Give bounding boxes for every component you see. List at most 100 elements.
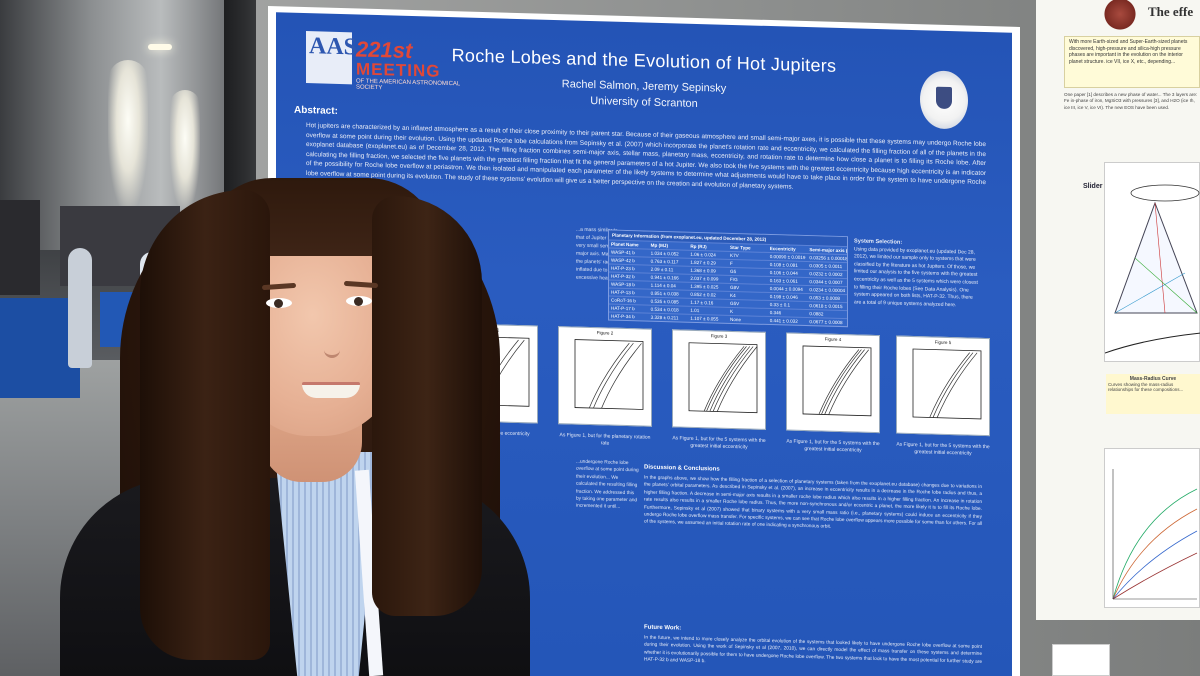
figure-curve [706,346,747,412]
table-body: WASP-41 b 1.034 ± 0.052 1.06 ± 0.024 K7V 0.0… [609,247,848,327]
table-cell: HAT-P-32 b [611,273,635,280]
abstract-text: Hot jupiters are characterized by an inf… [306,122,986,191]
figure-title: Figure 4 [824,336,842,343]
table-cell: 2.037 ± 0.099 [690,275,719,282]
mass-radius-text: Curves showing the mass-radius relations… [1108,382,1184,392]
mass-radius-title: Mass-Radius Curve [1129,376,1177,382]
figure-caption: As Figure 1, but for the 5 systems with … [786,438,880,454]
hair-left [140,190,270,660]
table-cell: 0.198 ± 0.046 [769,294,798,300]
plot-frame [574,339,644,410]
attendee-figure [68,248,92,368]
hall-arch-window [170,90,200,210]
discussion-heading: Discussion & Conclusions [644,464,720,473]
hall-arch-window [108,60,148,210]
discussion-text: In the graphs above, we show how the fil… [644,475,982,531]
table-header-cell: Planet Name [611,241,639,248]
table-cell: F/G [730,276,738,283]
table-cell: 2.09 ± 0.11 [650,266,674,273]
table-cell: F [730,260,733,266]
table-cell: HAT-P-23 b [611,265,635,272]
poster-sticker [1052,644,1110,676]
table-cell: 3.328 ± 0.211 [650,314,679,321]
table-header-cell: Eccentricity [769,246,796,252]
table-cell: G8V [730,284,740,291]
table-cell: 1.034 ± 0.052 [650,250,679,257]
table-cell: 0.346 [769,310,782,316]
table-cell: 0.0232 ± 0.0002 [809,271,843,278]
planetary-info-table: Planetary Information (from exoplanet.eu… [608,229,848,328]
table-header-cell: Rp (RJ) [690,243,707,250]
adjacent-poster: The effe With more Earth-sized and Super… [1036,0,1200,620]
table-cell: 0.163 ± 0.061 [769,278,798,284]
table-header-cell: Star Type [730,244,751,251]
table-cell: 1.827 ± 0.29 [690,259,716,266]
table-cell: K [730,308,734,314]
figure-curve [709,346,751,412]
table-cell: 1.107 ± 0.055 [690,315,719,322]
figure-plot: Figure 4 [786,332,880,434]
table-cell: 0.0234 ± 0.00004 [809,287,846,294]
right-eye [346,296,372,306]
left-eye [266,298,292,308]
table-cell: 0.852 ± 0.02 [690,291,716,298]
figure-caption: As Figure 1, but for the planetary rotat… [559,432,651,447]
figure-curve [588,342,630,409]
table-cell: 0.0344 ± 0.0007 [809,279,843,286]
figure-curve [716,346,758,412]
figure-curve [712,346,754,412]
figure-curve [593,342,634,409]
table-cell: 1.06 ± 0.024 [690,251,716,258]
figure-curve [932,352,974,418]
mass-radius-plot [1104,448,1200,608]
table-cell: WASP-18 b [611,281,635,288]
figure-title: Figure 2 [596,330,614,336]
table-cell: WASP-42 b [611,257,635,264]
table-cell: 0.763 ± 0.117 [650,258,679,265]
table-cell: 0.0044 ± 0.0094 [769,286,803,292]
figure-curve [828,349,869,415]
exhibit-booth [0,200,40,295]
table-cell: 0.053 ± 0.0008 [809,295,840,301]
adjacent-poster-title: The effe [1148,4,1194,19]
left-lower-text: ...undergone Roche lobe overflow at some… [576,459,639,511]
table-cell: 0.535 ± 0.085 [650,298,679,305]
figure-curve [936,352,978,418]
adjacent-intro-box: With more Earth-sized and Super-Earth-si… [1064,36,1200,88]
adjacent-body-text: One paper [1] describes a new phase of w… [1064,92,1198,110]
selection-text: Using data provided by exoplanet.eu (upd… [854,245,978,308]
table-cell: 0.33 ± 0.1 [769,302,791,308]
table-cell: WASP-41 b [611,249,635,256]
abstract-heading: Abstract: [294,104,338,117]
figure-caption: As Figure 1, but for the 5 systems with … [896,441,990,457]
system-selection-section: System Selection: Using data provided by… [854,238,980,310]
table-cell: 0.106 ± 0.044 [769,270,798,276]
table-cell: 1.114 ± 0.04 [650,282,676,289]
ternary-plot: Slider [1083,162,1200,362]
figure-title: Figure 3 [710,333,728,339]
table-cell: 0.00090 ± 0.0019 [769,254,806,261]
table-cell: K4 [730,292,736,299]
table-cell: 0.441 ± 0.032 [769,318,798,324]
table-cell: 1.17 ± 0.16 [690,299,714,306]
table-cell: 1.368 ± 0.09 [690,267,716,274]
crest-icon [1102,0,1138,32]
figure-curve [824,349,865,415]
table-cell: 0.941 ± 0.166 [650,274,679,281]
figure-curve [818,349,860,415]
future-work-text: In the future, we intend to more closely… [644,635,982,665]
figure-curve [703,346,745,412]
table-cell: 0.03256 ± 0.00018 [809,255,848,262]
figure-curve [929,352,970,418]
filling-fraction-chart [802,345,872,417]
figure-plot: Figure 5 [896,335,990,437]
ternary-diagram-icon [1104,184,1200,354]
smile [302,382,360,398]
figure-caption: As Figure 1, but for the 5 systems with … [672,435,766,451]
table-cell: 0.851 ± 0.038 [650,290,679,297]
hair-right [372,196,482,616]
plot-frame [912,348,982,420]
blue-draped-table [0,298,80,398]
slider-label: Slider [1083,183,1103,190]
table-cell: G5V [730,300,740,307]
